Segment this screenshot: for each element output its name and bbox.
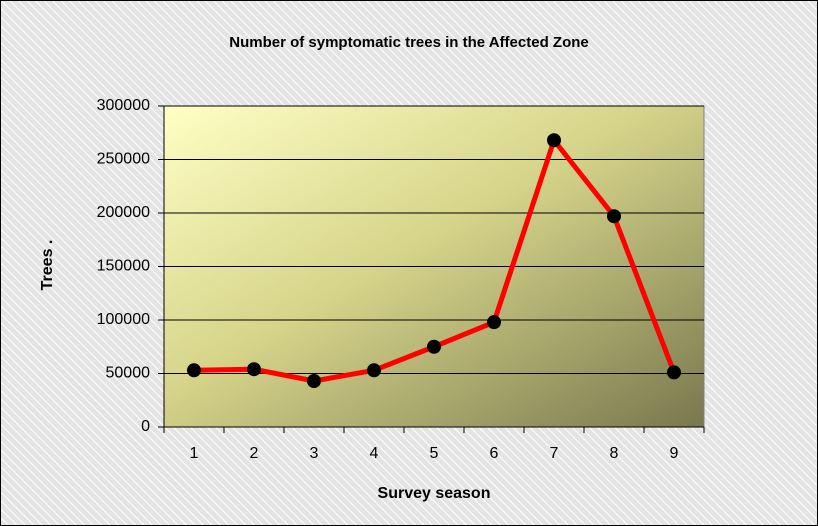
x-axis-label: Survey season	[378, 485, 491, 502]
data-point	[187, 363, 201, 378]
y-tick-label: 300000	[97, 97, 150, 114]
y-tick-label: 200000	[97, 204, 150, 221]
x-tick-label: 1	[190, 445, 199, 462]
data-point	[607, 209, 621, 224]
x-tick-label: 2	[250, 445, 259, 462]
y-tick-label: 250000	[97, 151, 150, 168]
x-tick-label: 7	[550, 445, 559, 462]
x-tick-label: 4	[370, 445, 379, 462]
y-tick-label: 100000	[97, 311, 150, 328]
data-point	[667, 365, 681, 380]
y-axis-label: Trees .	[39, 240, 56, 291]
x-tick-label: 5	[430, 445, 439, 462]
chart-title: Number of symptomatic trees in the Affec…	[229, 34, 589, 51]
x-tick-label: 9	[670, 445, 679, 462]
data-point	[307, 373, 321, 388]
y-tick-label: 150000	[97, 258, 150, 275]
y-tick-label: 0	[141, 418, 150, 435]
data-point	[427, 339, 441, 354]
x-tick-label: 3	[310, 445, 319, 462]
data-point	[247, 362, 261, 377]
data-point	[487, 315, 501, 330]
data-point	[547, 133, 561, 148]
y-tick-label: 50000	[106, 365, 151, 382]
x-tick-label: 8	[610, 445, 619, 462]
data-point	[367, 363, 381, 378]
x-tick-label: 6	[490, 445, 499, 462]
